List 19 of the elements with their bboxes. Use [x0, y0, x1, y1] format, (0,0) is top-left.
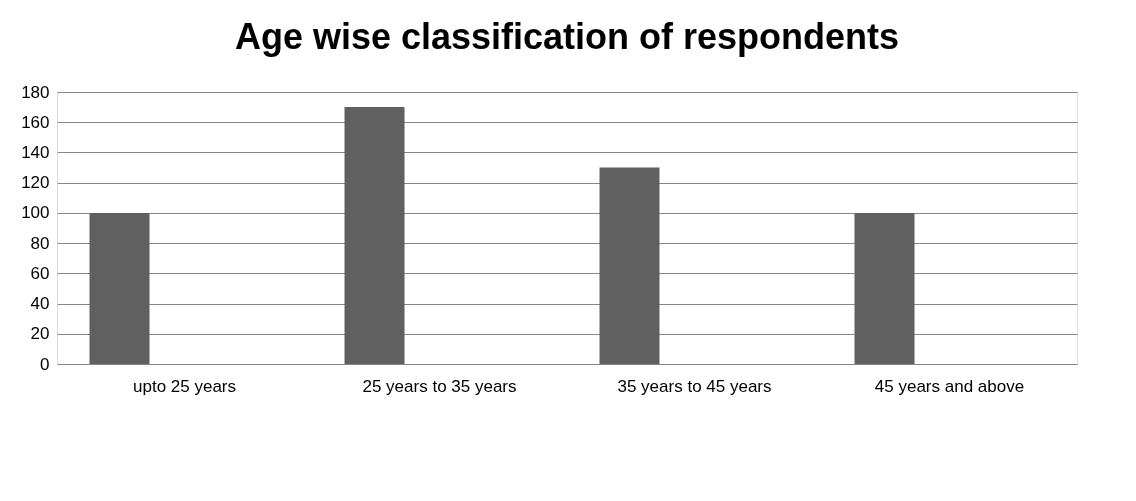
y-tick-label: 20	[30, 324, 50, 344]
y-tick-label: 180	[21, 82, 50, 102]
x-tick-label: 35 years to 45 years	[617, 376, 772, 396]
x-tick-label: 25 years to 35 years	[362, 376, 517, 396]
y-tick-label: 120	[21, 173, 50, 193]
y-tick-label: 40	[30, 294, 50, 314]
y-tick-label: 0	[40, 354, 50, 374]
chart-title: Age wise classification of respondents	[234, 16, 900, 57]
x-tick-label: upto 25 years	[132, 376, 237, 396]
bar	[344, 107, 405, 364]
bar	[89, 212, 150, 364]
y-tick-label: 140	[21, 142, 50, 162]
y-tick-label: 100	[21, 203, 50, 223]
y-tick-label: 60	[30, 263, 50, 283]
x-tick-label: 45 years and above	[874, 376, 1025, 396]
bar	[599, 167, 660, 364]
y-tick-label: 80	[30, 233, 50, 253]
y-tick-label: 160	[21, 112, 50, 132]
bar	[854, 212, 915, 364]
